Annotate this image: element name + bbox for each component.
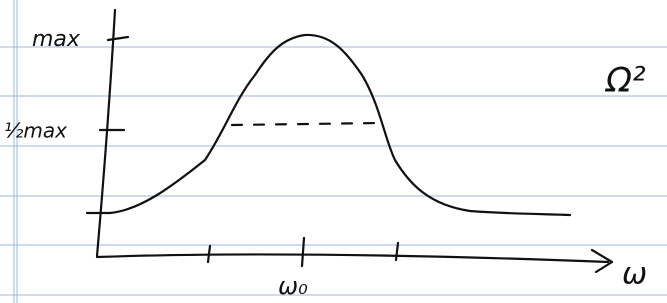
big-omega-label: Ω² (604, 61, 646, 101)
omega-label: ω (622, 257, 647, 292)
resonance-curve (110, 35, 570, 215)
half-max-label: ½max (4, 119, 67, 143)
max-label: max (32, 27, 81, 52)
sketch: max ½max ω₀ ω Ω² (0, 0, 667, 303)
axes (87, 10, 612, 272)
half-max-dashes (232, 123, 380, 125)
omega0-label: ω₀ (278, 272, 308, 300)
